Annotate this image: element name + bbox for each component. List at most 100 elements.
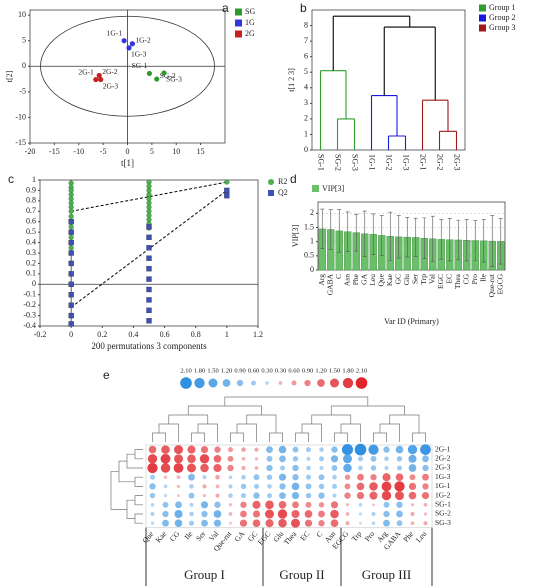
point [146, 234, 152, 241]
bubble [330, 509, 339, 519]
y-tick-label: 7 [304, 36, 308, 45]
bubble [176, 484, 181, 489]
bubble [266, 464, 273, 472]
heatmap-frame [145, 444, 433, 529]
y-tick-label: 2 [310, 208, 314, 217]
bubble [381, 481, 392, 492]
bubble [187, 445, 196, 454]
bubble [318, 474, 325, 481]
bubble [319, 447, 324, 452]
bubble [341, 444, 354, 456]
bubble [408, 482, 417, 491]
bubble [369, 491, 378, 500]
column-label: Phe [401, 529, 416, 544]
bubble [265, 500, 274, 510]
point-label: 1G-1 [107, 28, 123, 37]
bubble [228, 512, 233, 516]
bubble [410, 511, 415, 517]
bubble [253, 474, 260, 481]
point [68, 213, 74, 220]
error-bar [481, 219, 486, 263]
bubble [200, 501, 209, 509]
x-tick-label: Val [427, 274, 436, 284]
bubble [343, 463, 352, 473]
point [68, 260, 74, 267]
bubble [266, 455, 273, 462]
bubble [241, 447, 246, 452]
bubble [228, 484, 233, 489]
point [154, 76, 160, 82]
point [146, 255, 152, 261]
bubble [384, 456, 389, 462]
point [68, 312, 74, 319]
leaf-label: 1G-3 [402, 154, 411, 170]
bubble [252, 519, 261, 528]
x-tick-label: 0.4 [128, 330, 138, 339]
legend-swatch [479, 14, 486, 22]
error-bar [473, 220, 478, 261]
bubble [408, 454, 417, 463]
y-axis-label: t[1 2 3] [287, 68, 296, 92]
bubble [422, 464, 429, 472]
bubble [160, 463, 171, 473]
error-bar [422, 217, 427, 259]
bubble [305, 483, 312, 490]
bubble [163, 493, 168, 498]
bubble [187, 463, 196, 473]
bubble [372, 503, 375, 507]
group-label: Group I [184, 567, 225, 582]
y-tick-label: 6 [304, 51, 308, 60]
x-tick-label: EGC [436, 274, 445, 289]
bubble [267, 484, 272, 489]
point [68, 229, 74, 235]
scale-label: 0.60 [248, 367, 259, 374]
x-tick-label: Phe [351, 273, 360, 285]
y-tick-label: 0 [22, 61, 26, 70]
scale-label: 0.90 [302, 367, 313, 374]
y-tick-label: 0 [310, 265, 314, 274]
x-tick-label: Que [376, 273, 385, 286]
row-label: 1G-1 [435, 481, 451, 490]
bubble [150, 511, 155, 517]
bubble [160, 453, 171, 464]
error-bar [464, 219, 469, 262]
row-label: SG-1 [435, 500, 451, 509]
bubble [318, 456, 325, 462]
bubble [228, 493, 233, 498]
x-tick-label: GA [359, 273, 368, 284]
legend-swatch [479, 4, 486, 12]
x-tick-label: 0 [69, 330, 73, 339]
x-tick-label: Que-rut [487, 273, 496, 297]
scale-bubble [236, 379, 244, 387]
point [146, 286, 152, 293]
x-tick-label: Pro [470, 274, 479, 285]
point [68, 208, 74, 214]
bubble [318, 520, 325, 527]
bubble [423, 512, 428, 516]
leaf-label: 2G-1 [419, 154, 428, 170]
x-tick-label: 15 [197, 147, 205, 156]
bubble [383, 501, 390, 508]
bubble [202, 484, 207, 489]
bubble [200, 445, 209, 454]
point [93, 76, 99, 83]
bubble [215, 484, 220, 489]
bubble [215, 493, 220, 498]
bubble [423, 521, 428, 526]
bubble [254, 447, 259, 452]
point [68, 250, 74, 256]
bubble [410, 521, 415, 526]
bubble [202, 493, 207, 498]
scale-label: 1.50 [207, 367, 218, 374]
error-bar [413, 217, 418, 257]
scale-label: 0.30 [261, 367, 272, 374]
y-tick-label: 0.3 [26, 248, 36, 257]
x-axis-label: 200 permutations 3 components [91, 341, 207, 351]
bubble [358, 502, 363, 507]
bubble [356, 482, 365, 491]
bubble [330, 455, 339, 463]
bubble [189, 484, 194, 489]
bubble [358, 512, 363, 516]
